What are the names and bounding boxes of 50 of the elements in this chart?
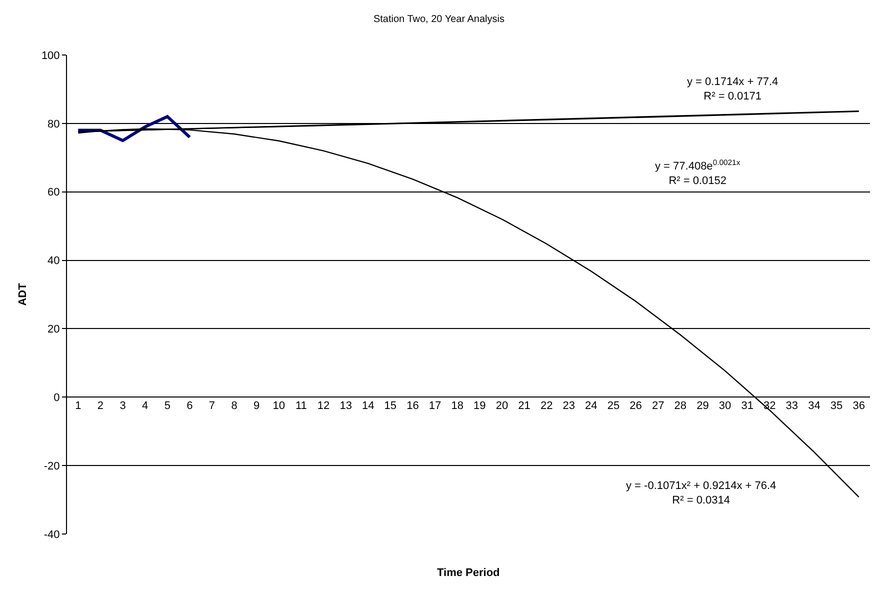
x-tick-label: 32	[764, 400, 776, 412]
x-tick-label: 25	[607, 400, 620, 412]
x-tick-label: 24	[585, 400, 598, 412]
x-tick-label: 29	[696, 400, 709, 412]
x-tick-label: 10	[272, 400, 286, 412]
annotation: y = -0.1071x² + 0.9214x + 76.4 R² = 0.0314	[626, 480, 776, 506]
x-tick-label: 22	[540, 400, 553, 412]
x-tick-label: 5	[164, 400, 170, 412]
x-tick-label: 28	[674, 400, 687, 412]
x-tick-label: 7	[208, 400, 216, 412]
x-tick-label: 33	[786, 400, 798, 412]
chart-title: Station Two, 20 Year Analysis	[373, 14, 505, 25]
x-tick-label: 17	[428, 400, 442, 412]
x-tick-label: 4	[142, 400, 148, 412]
y-tick-label: 60	[48, 186, 60, 199]
x-tick-label: 23	[562, 400, 576, 412]
x-tick-label: 8	[231, 400, 238, 412]
x-tick-label: 9	[254, 400, 260, 412]
x-tick-label: 18	[451, 400, 464, 412]
x-tick-label: 14	[362, 400, 374, 412]
x-axis-title: Time Period	[437, 567, 500, 579]
x-tick-label: 11	[296, 400, 307, 412]
x-tick-label: 3	[120, 400, 126, 412]
y-tick-label: 0	[54, 392, 60, 404]
y-tick-label: 100	[41, 50, 60, 62]
x-tick-label: 26	[630, 400, 642, 412]
x-tick-label: 30	[718, 400, 732, 412]
x-tick-label: 13	[340, 400, 352, 412]
y-axis-title: ADT	[17, 282, 30, 306]
x-tick-label: 15	[384, 400, 397, 412]
y-tick-label: 40	[48, 255, 60, 268]
x-tick-label: 20	[496, 400, 508, 412]
x-tick-label: 2	[97, 400, 104, 412]
y-tick-label: -20	[44, 460, 60, 472]
x-tick-label: 27	[652, 400, 664, 412]
annotation: y = 77.408e$^{0.0021x}$ R² = 0.0152	[655, 158, 740, 187]
x-tick-label: 35	[830, 400, 843, 412]
x-tick-label: 1	[75, 400, 82, 412]
annotation: y = 0.1714x + 77.4 R² = 0.0171	[687, 76, 778, 102]
x-tick-label: 6	[186, 400, 193, 412]
x-tick-label: 16	[406, 400, 419, 412]
y-tick-label: 20	[48, 324, 60, 336]
y-tick-label: 80	[48, 118, 60, 130]
x-tick-label: 12	[317, 400, 330, 412]
x-tick-label: 34	[808, 400, 820, 412]
x-tick-label: 36	[852, 400, 865, 412]
x-tick-label: 19	[474, 400, 486, 412]
y-tick-label: -40	[44, 528, 60, 541]
x-tick-label: 31	[741, 400, 754, 412]
x-tick-label: 21	[518, 400, 530, 412]
